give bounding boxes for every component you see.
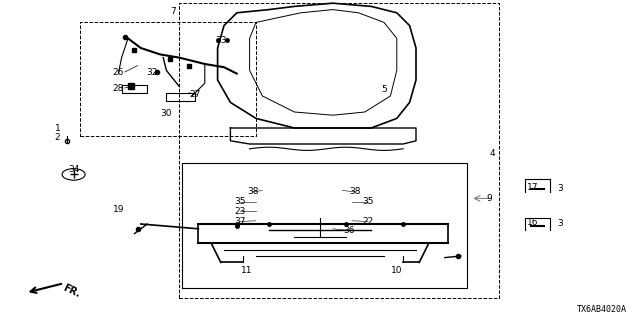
Text: 34: 34	[68, 165, 79, 174]
Text: 32: 32	[147, 68, 158, 76]
Text: 7: 7	[170, 7, 175, 16]
Text: 3: 3	[557, 220, 563, 228]
Text: 3: 3	[557, 184, 563, 193]
Text: 4: 4	[490, 149, 495, 158]
Bar	[166, 93, 195, 101]
Text: 37: 37	[234, 217, 246, 226]
Text: 2: 2	[55, 133, 60, 142]
Text: TX6AB4020A: TX6AB4020A	[577, 305, 627, 314]
Text: 5: 5	[381, 85, 387, 94]
Text: 30: 30	[161, 109, 172, 118]
Bar	[122, 85, 147, 93]
Text: 22: 22	[362, 217, 374, 226]
Text: 16: 16	[527, 218, 538, 227]
Text: 38: 38	[349, 188, 361, 196]
Text: 35: 35	[362, 197, 374, 206]
Text: 17: 17	[527, 183, 538, 192]
Text: 38: 38	[247, 188, 259, 196]
Text: 36: 36	[343, 226, 355, 235]
Text: 35: 35	[234, 197, 246, 206]
Text: 27: 27	[189, 90, 201, 99]
Text: 10: 10	[391, 266, 403, 275]
Text: 1: 1	[55, 124, 60, 132]
Text: 9: 9	[487, 194, 492, 203]
Text: 33: 33	[215, 36, 227, 44]
Text: 19: 19	[113, 205, 124, 214]
Text: 28: 28	[113, 84, 124, 92]
Text: 26: 26	[113, 68, 124, 76]
Text: 23: 23	[234, 207, 246, 216]
Text: 11: 11	[241, 266, 252, 275]
Text: FR.: FR.	[61, 283, 81, 300]
